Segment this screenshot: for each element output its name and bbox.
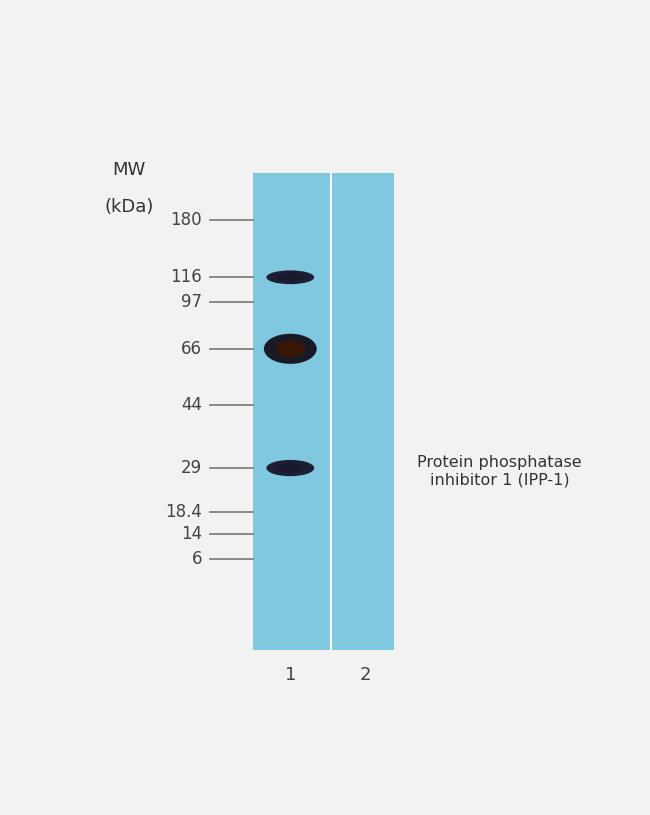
Text: 6: 6 <box>192 550 202 568</box>
Text: 2: 2 <box>360 666 372 684</box>
Ellipse shape <box>276 273 305 281</box>
Text: 1: 1 <box>285 666 296 684</box>
Text: MW: MW <box>112 161 146 179</box>
Text: 97: 97 <box>181 293 202 311</box>
Text: Protein phosphatase
inhibitor 1 (IPP-1): Protein phosphatase inhibitor 1 (IPP-1) <box>417 455 582 487</box>
Text: 66: 66 <box>181 340 202 358</box>
Text: 14: 14 <box>181 525 202 543</box>
FancyBboxPatch shape <box>252 173 393 650</box>
Text: 116: 116 <box>170 267 202 285</box>
Text: 29: 29 <box>181 459 202 477</box>
Text: 18.4: 18.4 <box>165 503 202 521</box>
Ellipse shape <box>276 463 305 473</box>
Ellipse shape <box>266 271 314 284</box>
Text: (kDa): (kDa) <box>105 198 154 216</box>
Ellipse shape <box>276 341 305 357</box>
Text: 180: 180 <box>170 211 202 229</box>
Ellipse shape <box>266 460 314 476</box>
Ellipse shape <box>264 334 317 363</box>
Text: 44: 44 <box>181 396 202 414</box>
